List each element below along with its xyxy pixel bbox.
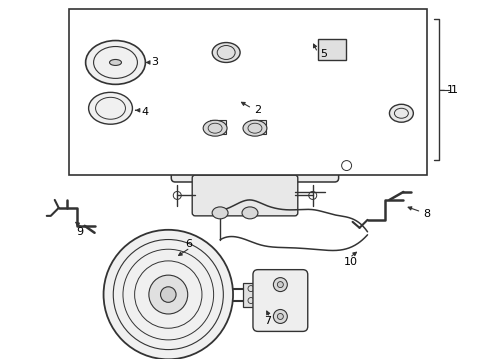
Ellipse shape bbox=[212, 124, 224, 134]
Ellipse shape bbox=[242, 207, 258, 219]
Text: 10: 10 bbox=[343, 257, 357, 267]
Circle shape bbox=[103, 230, 233, 359]
Text: 8: 8 bbox=[423, 209, 429, 219]
Ellipse shape bbox=[85, 41, 145, 84]
Text: 1: 1 bbox=[450, 85, 457, 95]
Ellipse shape bbox=[251, 124, 264, 134]
Circle shape bbox=[273, 278, 287, 292]
Bar bbox=[243, 283, 259, 306]
Text: 5: 5 bbox=[319, 49, 326, 59]
Ellipse shape bbox=[88, 92, 132, 124]
Bar bbox=[210, 120, 225, 134]
Ellipse shape bbox=[212, 42, 240, 62]
Ellipse shape bbox=[388, 104, 412, 122]
FancyBboxPatch shape bbox=[171, 124, 338, 182]
FancyBboxPatch shape bbox=[187, 40, 287, 125]
Bar bbox=[68, 9, 427, 175]
Circle shape bbox=[277, 282, 283, 288]
Ellipse shape bbox=[109, 59, 121, 66]
Text: 3: 3 bbox=[151, 58, 158, 67]
FancyBboxPatch shape bbox=[252, 270, 307, 332]
Ellipse shape bbox=[243, 120, 266, 136]
Text: 4: 4 bbox=[141, 107, 148, 117]
Ellipse shape bbox=[203, 120, 226, 136]
Circle shape bbox=[160, 287, 176, 302]
Text: 6: 6 bbox=[185, 239, 192, 249]
Text: 2: 2 bbox=[253, 105, 261, 115]
Ellipse shape bbox=[212, 207, 227, 219]
Text: 1: 1 bbox=[447, 85, 453, 95]
Text: 9: 9 bbox=[77, 227, 83, 237]
Bar bbox=[249, 120, 265, 134]
Text: 7: 7 bbox=[264, 316, 270, 327]
FancyBboxPatch shape bbox=[192, 175, 297, 216]
Circle shape bbox=[148, 275, 187, 314]
Circle shape bbox=[273, 310, 287, 323]
Bar bbox=[317, 39, 345, 60]
Circle shape bbox=[277, 314, 283, 319]
